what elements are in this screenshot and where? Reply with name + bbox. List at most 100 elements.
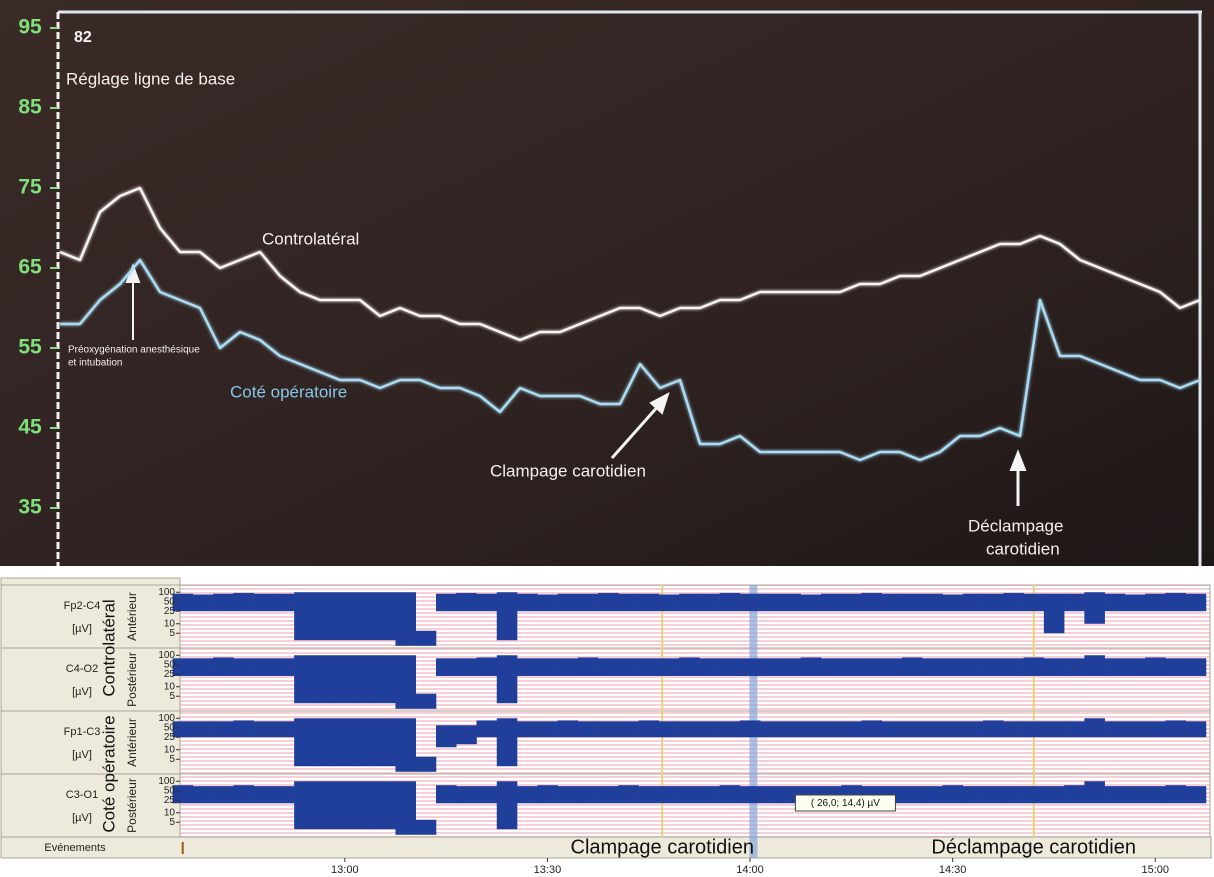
eeg-amplitude [618, 658, 639, 676]
eeg-amplitude [739, 720, 761, 738]
eeg-amplitude [760, 658, 781, 676]
x-tick-label: 15:00 [1142, 864, 1170, 876]
eeg-amplitude [375, 592, 396, 641]
eeg-amplitude [658, 786, 680, 804]
eeg-amplitude [618, 593, 639, 612]
eeg-amplitude [334, 781, 356, 830]
eeg-amplitude [354, 655, 376, 704]
eeg-amplitude [760, 786, 781, 804]
annotation: Clampage carotidien [490, 461, 646, 480]
series-label: Controlatéral [262, 229, 359, 248]
eeg-amplitude [922, 658, 943, 676]
y-tick-label: 10 [164, 681, 176, 692]
eeg-amplitude [557, 786, 579, 804]
eeg-amplitude [638, 658, 660, 676]
eeg-amplitude [517, 593, 538, 612]
eeg-amplitude [598, 721, 619, 738]
eeg-amplitude [699, 721, 720, 738]
eeg-amplitude [983, 593, 1004, 612]
y-tick-label: 75 [18, 176, 42, 199]
y-tick-label: 25 [164, 732, 176, 743]
eeg-amplitude [760, 593, 781, 612]
eeg-amplitude [294, 655, 315, 704]
eeg-amplitude [314, 655, 335, 704]
eeg-amplitude [395, 718, 417, 772]
eeg-amplitude [699, 658, 720, 676]
eeg-amplitude [962, 658, 984, 676]
y-tick-label: 100 [158, 713, 175, 724]
eeg-amplitude [537, 721, 558, 738]
eeg-amplitude [213, 786, 234, 804]
eeg-amplitude [456, 786, 477, 804]
y-tick-label: 55 [18, 336, 42, 359]
y-tick-label: 100 [158, 776, 175, 787]
eeg-amplitude [699, 593, 720, 612]
eeg-amplitude [942, 785, 964, 804]
eeg-amplitude [435, 593, 457, 612]
line-series [60, 258, 1201, 462]
eeg-amplitude [658, 721, 680, 738]
eeg-amplitude [253, 721, 275, 738]
eeg-amplitude [902, 593, 923, 612]
eeg-amplitude [719, 785, 741, 804]
eeg-amplitude [375, 781, 396, 830]
current-value: 82 [74, 29, 92, 46]
channel-unit: [µV] [72, 812, 92, 824]
y-tick-label: 10 [164, 807, 176, 818]
y-tick-label: 100 [158, 650, 175, 661]
series-label: Coté opératoire [230, 382, 347, 401]
eeg-amplitude [253, 593, 275, 612]
eeg-amplitude [192, 786, 214, 804]
annotation: Déclampage [968, 516, 1063, 535]
eeg-amplitude [1003, 721, 1024, 738]
eeg-amplitude [517, 786, 538, 804]
eeg-amplitude [557, 593, 579, 612]
channel-name: Fp1-C3 [64, 726, 101, 738]
x-tick-label: 13:00 [331, 864, 359, 876]
eeg-amplitude [1003, 786, 1024, 804]
monitor-photo: 82 Réglage ligne de base Controlatéral P… [0, 0, 1214, 566]
channel-name: C4-O2 [66, 663, 98, 675]
eeg-amplitude [1104, 786, 1126, 804]
eeg-amplitude [415, 756, 437, 772]
eeg-amplitude [172, 593, 194, 612]
eeg-amplitude [415, 819, 437, 835]
eeg-amplitude [719, 592, 741, 612]
eeg-amplitude [577, 657, 599, 676]
eeg-amplitude [962, 786, 984, 804]
eeg-amplitude [780, 658, 802, 676]
eeg-amplitude [273, 721, 295, 738]
arrows [125, 263, 1027, 506]
eeg-amplitude [820, 593, 842, 612]
channel-region: Postérieur [125, 652, 139, 707]
eeg-amplitude [902, 657, 923, 676]
screen-background [0, 0, 1214, 566]
eeg-amplitude [172, 721, 194, 738]
eeg-amplitude [719, 658, 741, 676]
eeg-amplitude [233, 658, 254, 676]
eeg-amplitude [334, 655, 356, 704]
eeg-amplitude [577, 786, 599, 804]
event-label: Clampage carotidien [571, 836, 754, 858]
eeg-amplitude [861, 720, 883, 738]
eeg-amplitude [658, 658, 680, 676]
y-tick-label: 45 [18, 416, 42, 439]
eeg-amplitude [1003, 658, 1024, 676]
eeg-amplitude [273, 593, 295, 612]
eeg-amplitude [334, 592, 356, 641]
eeg-amplitude [1185, 721, 1207, 738]
eeg-amplitude [456, 725, 477, 745]
eeg-amplitude [253, 786, 275, 804]
eeg-amplitude [354, 718, 376, 767]
x-tick-label: 14:30 [939, 864, 967, 876]
arrow-head [649, 391, 670, 415]
eeg-amplitude [942, 658, 964, 676]
eeg-amplitude [1124, 721, 1146, 738]
eeg-amplitude [1084, 655, 1105, 676]
channel-region: Antérieur [125, 718, 139, 767]
eeg-amplitude [435, 785, 457, 804]
y-tick-label: 65 [18, 256, 42, 279]
y-tick-label: 5 [169, 691, 175, 702]
eeg-amplitude [983, 658, 1004, 676]
eeg-amplitude [1185, 786, 1207, 804]
